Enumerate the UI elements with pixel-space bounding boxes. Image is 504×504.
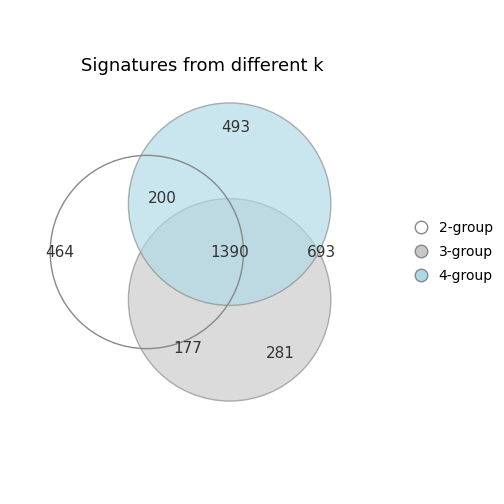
Text: 464: 464 xyxy=(45,244,74,260)
Text: 200: 200 xyxy=(148,191,177,206)
Text: 693: 693 xyxy=(307,244,336,260)
Text: 493: 493 xyxy=(221,120,250,135)
Text: 281: 281 xyxy=(266,346,295,361)
Text: 1390: 1390 xyxy=(210,244,249,260)
Title: Signatures from different k: Signatures from different k xyxy=(81,56,324,75)
Text: 177: 177 xyxy=(174,341,203,356)
Circle shape xyxy=(129,103,331,305)
Circle shape xyxy=(129,199,331,401)
Legend: 2-group, 3-group, 4-group: 2-group, 3-group, 4-group xyxy=(407,214,500,290)
